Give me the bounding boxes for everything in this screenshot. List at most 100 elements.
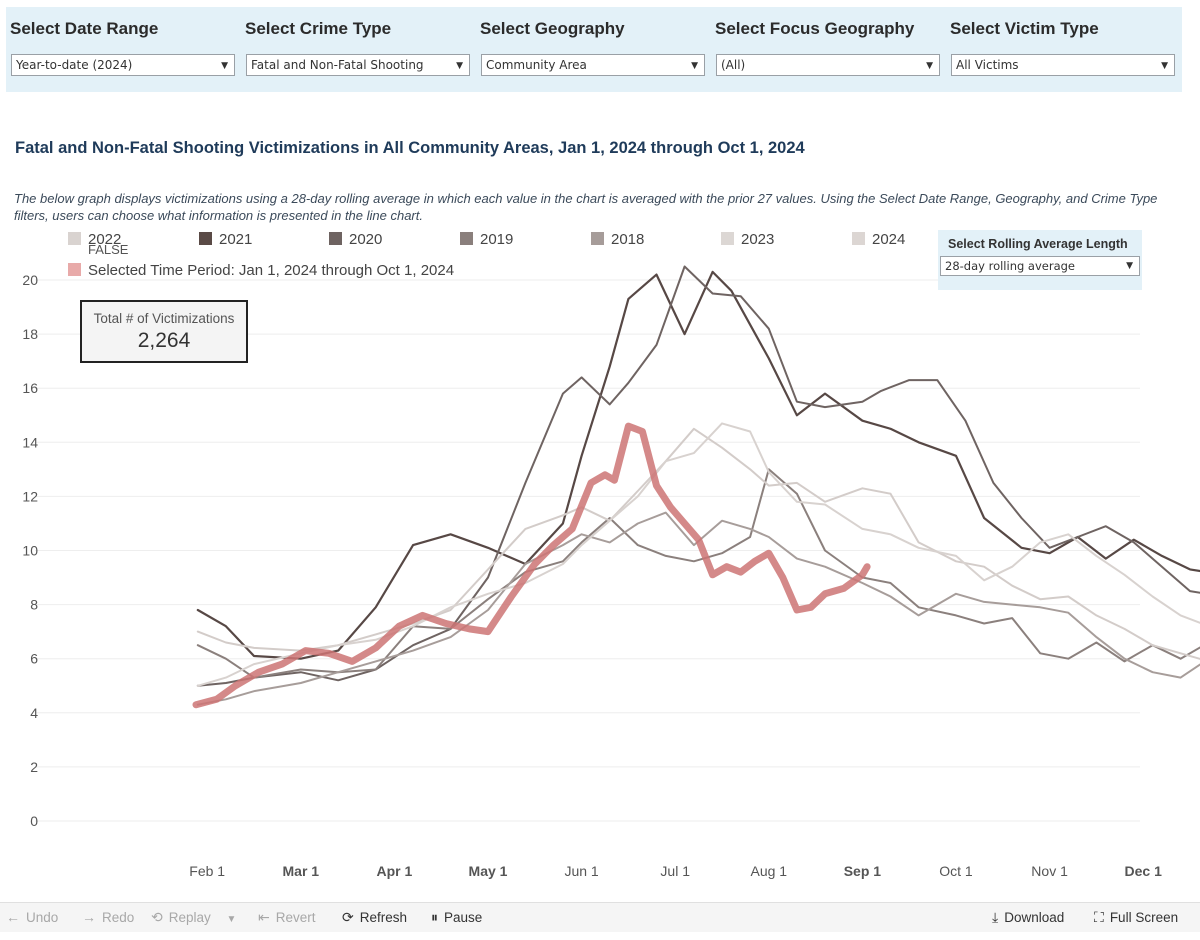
bottom-toolbar: ← Undo → Redo ⟲ Replay ▼ ⇤ Revert ⟳ Refresh ⏸… [0,902,1200,932]
y-tick-label: 8 [30,597,38,613]
caret-down-icon: ▼ [691,61,698,71]
revert-button[interactable]: ⇤ Revert [258,909,316,926]
legend-label: 2021 [219,231,253,248]
legend-label: 2020 [349,231,383,248]
x-tick-label: Aug 1 [751,863,788,879]
pause-button[interactable]: ⏸ Pause [431,909,482,926]
x-tick-label: Apr 1 [377,863,413,879]
x-tick-label: May 1 [469,863,508,879]
replay-button[interactable]: ⟲ Replay ▼ [151,909,242,926]
redo-label: Redo [102,910,135,925]
rolling-average-title: Select Rolling Average Length [948,237,1128,251]
y-tick-label: 14 [22,434,38,450]
dropdown-value: Fatal and Non-Fatal Shooting [251,58,424,72]
filter-title: Select Date Range [10,19,159,38]
download-icon: ⤓ [992,909,999,925]
x-tick-label: Oct 1 [939,863,973,879]
filter-bar: Select Date Range Year-to-date (2024) ▼ … [6,7,1182,92]
legend-label: 2022 [88,231,122,248]
y-tick-label: 16 [22,380,38,396]
full-screen-icon: ⛶ [1094,909,1104,925]
legend-item-2020[interactable]: 2020 [329,231,382,249]
y-tick-label: 4 [30,705,38,721]
undo-arrow-icon: ← [6,909,20,925]
chart-title: Fatal and Non-Fatal Shooting Victimizati… [15,139,805,157]
undo-button[interactable]: ← Undo [6,909,58,925]
geography-dropdown[interactable]: Community Area ▼ [481,54,705,76]
dropdown-value: All Victims [956,58,1019,72]
legend-swatch [329,232,342,245]
filter-title: Select Geography [480,19,625,38]
download-label: Download [1004,910,1065,925]
replay-label: Replay [168,910,211,925]
y-tick-label: 18 [22,326,38,342]
caret-down-icon: ▼ [926,61,933,71]
focus-geography-dropdown[interactable]: (All) ▼ [716,54,940,76]
pause-label: Pause [444,910,483,925]
full-screen-button[interactable]: ⛶ Full Screen [1094,909,1178,926]
legend-item-2022[interactable]: 2022 [68,231,121,249]
redo-arrow-icon: → [82,909,96,925]
x-tick-label: Nov 1 [1031,863,1068,879]
caret-down-icon: ▼ [221,61,228,71]
dropdown-value: Community Area [486,58,587,72]
legend-swatch [591,232,604,245]
legend-item-2021[interactable]: 2021 [199,231,252,249]
series-line-2019 [196,468,1200,679]
refresh-label: Refresh [359,910,408,925]
series-line-2023 [196,422,1200,687]
legend-false-label: FALSE [88,242,129,257]
rolling-average-dropdown[interactable]: 28-day rolling average ▼ [940,256,1140,276]
legend-item-selected-period[interactable]: Selected Time Period: Jan 1, 2024 throug… [68,262,454,280]
y-tick-label: 2 [30,759,38,775]
legend-item-2023[interactable]: 2023 [721,231,774,249]
date-range-dropdown[interactable]: Year-to-date (2024) ▼ [11,54,235,76]
x-tick-label: Jun 1 [564,863,598,879]
x-tick-label: Sep 1 [844,863,882,879]
legend-label: Selected Time Period: Jan 1, 2024 throug… [88,262,455,279]
rolling-average-filter: Select Rolling Average Length 28-day rol… [938,230,1142,290]
total-value: 2,264 [137,329,191,352]
series-line-2018 [196,511,1200,706]
download-button[interactable]: ⤓ Download [992,909,1064,926]
pause-icon: ⏸ [431,909,438,925]
total-victimizations-box: Total # of Victimizations 2,264 [80,300,248,363]
legend-item-2018[interactable]: 2018 [591,231,644,249]
caret-down-icon: ▼ [1161,61,1168,71]
caret-down-icon: ▼ [456,61,463,71]
refresh-button[interactable]: ⟳ Refresh [342,909,407,926]
victim-type-dropdown[interactable]: All Victims ▼ [951,54,1175,76]
redo-button[interactable]: → Redo [82,909,134,925]
revert-label: Revert [275,910,316,925]
dropdown-value: Year-to-date (2024) [16,58,133,72]
y-tick-label: 12 [22,488,38,504]
legend-swatch [68,232,81,245]
y-tick-label: 6 [30,651,38,667]
legend-swatch [721,232,734,245]
legend-swatch [68,263,81,276]
dropdown-value: (All) [721,58,746,72]
legend-swatch [199,232,212,245]
legend-item-2019[interactable]: 2019 [460,231,513,249]
legend-label: 2024 [872,231,906,248]
y-tick-label: 20 [22,272,38,288]
legend-swatch [460,232,473,245]
x-tick-label: Jul 1 [660,863,690,879]
series-line-2021 [196,270,1200,660]
legend-item-2024[interactable]: 2024 [852,231,905,249]
dropdown-value: 28-day rolling average [945,259,1076,273]
chart-description: The below graph displays victimizations … [14,191,1158,223]
line-chart[interactable]: 0 2 4 6 8 10 12 14 16 18 20 Feb 1 Mar 1 Apr 1 May 1 Jun… [0,0,1200,900]
series-line-selected-time-period-jan-1-2024-through-oct-1-2024 [192,422,871,709]
undo-label: Undo [26,910,59,925]
crime-type-dropdown[interactable]: Fatal and Non-Fatal Shooting ▼ [246,54,470,76]
series-line-2020 [196,265,1200,687]
y-tick-label: 0 [30,813,38,829]
x-tick-label: Dec 1 [1125,863,1163,879]
replay-icon: ⟲ [151,909,163,925]
legend-label: 2023 [741,231,775,248]
caret-down-icon: ▼ [1126,261,1133,271]
legend-label: 2019 [480,231,514,248]
legend-swatch [852,232,865,245]
replay-menu-caret-icon[interactable]: ▼ [226,914,237,925]
